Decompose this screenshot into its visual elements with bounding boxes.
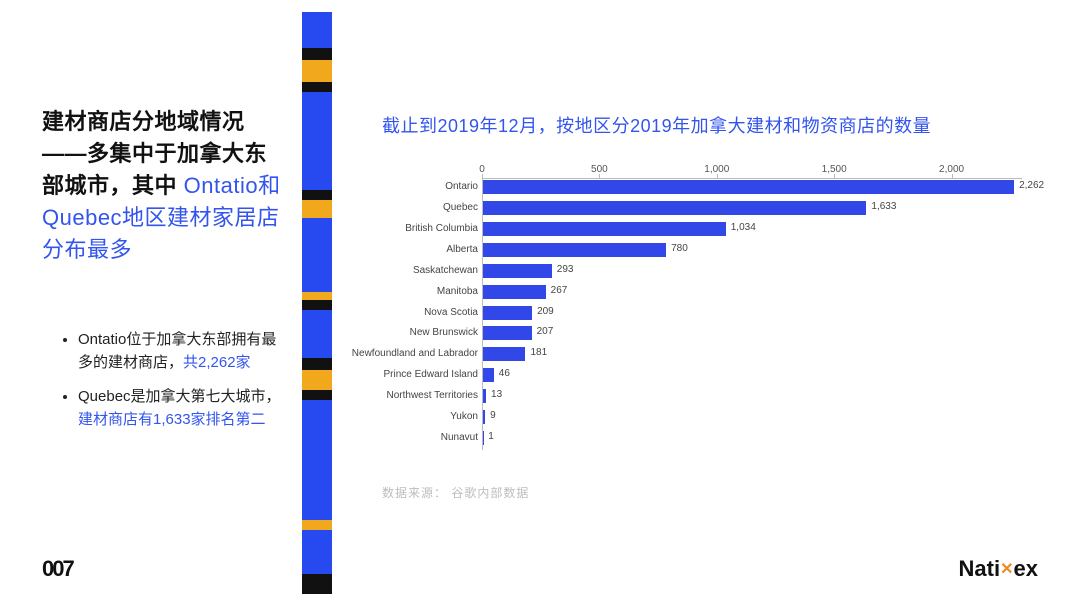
stripe-segment bbox=[302, 530, 332, 574]
bar-value-label: 9 bbox=[490, 410, 496, 421]
category-label: Newfoundland and Labrador bbox=[318, 348, 478, 359]
chart-title: 截止到2019年12月，按地区分2019年加拿大建材和物资商店的数量 bbox=[382, 112, 1032, 138]
bar-value-label: 181 bbox=[530, 347, 547, 358]
bar-row: Nunavut1 bbox=[370, 429, 1050, 450]
bar-chart: 05001,0001,5002,000Ontario2,262Quebec1,6… bbox=[370, 164, 1050, 474]
bar-row: Quebec1,633 bbox=[370, 199, 1050, 220]
category-label: Quebec bbox=[318, 202, 478, 213]
bar bbox=[483, 201, 866, 215]
category-label: Alberta bbox=[318, 244, 478, 255]
bar-row: Yukon9 bbox=[370, 408, 1050, 429]
stripe-segment bbox=[302, 574, 332, 594]
bar-value-label: 1 bbox=[488, 431, 494, 442]
bar-row: Prince Edward Island46 bbox=[370, 366, 1050, 387]
bar bbox=[483, 306, 532, 320]
brand-x-icon: ✕ bbox=[1000, 561, 1013, 578]
brand-post: ex bbox=[1014, 556, 1038, 581]
bar-row: Alberta780 bbox=[370, 241, 1050, 262]
bar-row: Nova Scotia209 bbox=[370, 304, 1050, 325]
stripe-segment bbox=[302, 92, 332, 190]
bar-row: Ontario2,262 bbox=[370, 178, 1050, 199]
bar-value-label: 2,262 bbox=[1019, 180, 1044, 191]
category-label: New Brunswick bbox=[318, 327, 478, 338]
category-label: Northwest Territories bbox=[318, 390, 478, 401]
category-label: Nunavut bbox=[318, 432, 478, 443]
bar bbox=[483, 431, 484, 445]
bar-row: New Brunswick207 bbox=[370, 324, 1050, 345]
bar-row: British Columbia1,034 bbox=[370, 220, 1050, 241]
bar-value-label: 267 bbox=[551, 285, 568, 296]
bar-value-label: 13 bbox=[491, 389, 502, 400]
brand-logo: Nati✕ex bbox=[959, 556, 1038, 582]
category-label: Ontario bbox=[318, 181, 478, 192]
bar bbox=[483, 389, 486, 403]
bar-row: Saskatchewan293 bbox=[370, 262, 1050, 283]
bar-value-label: 209 bbox=[537, 306, 554, 317]
bullet-accent: 共2,262家 bbox=[183, 354, 251, 371]
category-label: British Columbia bbox=[318, 223, 478, 234]
bar-value-label: 780 bbox=[671, 243, 688, 254]
decorative-stripe bbox=[302, 12, 332, 594]
bar bbox=[483, 285, 546, 299]
headline: 建材商店分地域情况——多集中于加拿大东部城市，其中 Ontatio和Quebec… bbox=[42, 106, 287, 265]
bar-value-label: 293 bbox=[557, 264, 574, 275]
category-label: Nova Scotia bbox=[318, 307, 478, 318]
category-label: Manitoba bbox=[318, 286, 478, 297]
stripe-segment bbox=[302, 520, 332, 530]
bar-value-label: 46 bbox=[499, 368, 510, 379]
bar bbox=[483, 368, 494, 382]
bar bbox=[483, 243, 666, 257]
category-label: Saskatchewan bbox=[318, 265, 478, 276]
bar bbox=[483, 264, 552, 278]
bullet-accent: 建材商店有1,633家排名第二 bbox=[78, 411, 266, 428]
category-label: Yukon bbox=[318, 411, 478, 422]
bar bbox=[483, 410, 485, 424]
bar bbox=[483, 326, 532, 340]
bar-value-label: 207 bbox=[537, 326, 554, 337]
category-label: Prince Edward Island bbox=[318, 369, 478, 380]
bar bbox=[483, 347, 525, 361]
bullet-item: Ontatio位于加拿大东部拥有最多的建材商店，共2,262家 bbox=[78, 328, 290, 375]
stripe-segment bbox=[302, 12, 332, 48]
page-number: 007 bbox=[42, 556, 73, 582]
bar-row: Newfoundland and Labrador181 bbox=[370, 345, 1050, 366]
bar-row: Manitoba267 bbox=[370, 283, 1050, 304]
bullet-text: Quebec是加拿大第七大城市， bbox=[78, 388, 281, 405]
bar-value-label: 1,034 bbox=[731, 222, 756, 233]
bullet-item: Quebec是加拿大第七大城市， 建材商店有1,633家排名第二 bbox=[78, 385, 290, 432]
bar-value-label: 1,633 bbox=[871, 201, 896, 212]
bar bbox=[483, 222, 726, 236]
stripe-segment bbox=[302, 48, 332, 60]
bar-row: Northwest Territories13 bbox=[370, 387, 1050, 408]
stripe-segment bbox=[302, 82, 332, 92]
data-source: 数据来源： 谷歌内部数据 bbox=[382, 484, 529, 501]
stripe-segment bbox=[302, 60, 332, 82]
bullet-list: Ontatio位于加拿大东部拥有最多的建材商店，共2,262家 Quebec是加拿… bbox=[60, 328, 290, 441]
brand-pre: Nati bbox=[959, 556, 1001, 581]
slide: 建材商店分地域情况——多集中于加拿大东部城市，其中 Ontatio和Quebec… bbox=[0, 0, 1080, 608]
stripe-segment bbox=[302, 358, 332, 370]
bar bbox=[483, 180, 1014, 194]
